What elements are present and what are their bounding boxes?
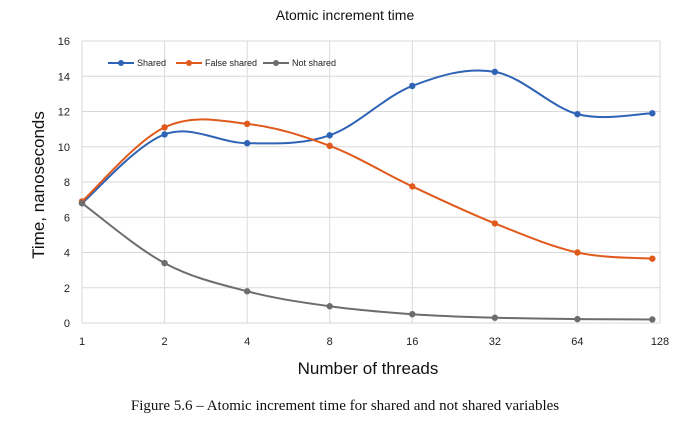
- data-point-false-shared: [161, 124, 168, 131]
- data-point-shared: [161, 131, 168, 138]
- x-tick-label: 8: [327, 336, 333, 348]
- data-point-shared: [326, 132, 333, 139]
- y-tick-label: 6: [64, 212, 70, 224]
- x-tick-labels: 1 2 4 8 16 32 64 128: [79, 336, 669, 348]
- data-point-not-shared: [161, 259, 168, 267]
- data-point-not-shared: [243, 288, 251, 295]
- data-point-shared: [243, 140, 251, 147]
- x-tick-label: 32: [489, 336, 501, 348]
- gridlines: [81, 40, 661, 324]
- x-tick-label: 16: [406, 336, 418, 348]
- data-point-shared: [491, 68, 499, 76]
- data-point-false-shared: [243, 120, 251, 128]
- legend-label-shared: Shared: [137, 58, 166, 68]
- x-tick-label: 4: [244, 336, 250, 348]
- y-tick-label: 8: [64, 177, 70, 189]
- data-point-not-shared: [326, 303, 333, 310]
- x-tick-label: 64: [571, 336, 583, 348]
- data-point-not-shared: [649, 316, 656, 323]
- legend: Shared False shared Not shared: [108, 58, 336, 68]
- x-tick-label: 1: [79, 336, 85, 348]
- y-tick-label: 16: [58, 36, 70, 48]
- data-point-not-shared: [574, 315, 581, 323]
- y-tick-label: 4: [64, 248, 70, 260]
- data-point-not-shared: [409, 310, 416, 318]
- legend-marker-not-shared: [273, 60, 279, 66]
- series-lines: [78, 68, 656, 323]
- y-tick-label: 0: [64, 318, 70, 330]
- figure-caption: Figure 5.6 – Atomic increment time for s…: [131, 398, 559, 414]
- legend-marker-false-shared: [186, 60, 192, 66]
- data-point-shared: [649, 110, 656, 117]
- data-point-not-shared: [78, 199, 86, 207]
- legend-label-false-shared: False shared: [205, 58, 257, 68]
- data-point-false-shared: [491, 220, 499, 227]
- x-tick-label: 2: [162, 336, 168, 348]
- data-point-false-shared: [649, 255, 656, 262]
- y-tick-label: 2: [64, 283, 70, 295]
- data-point-shared: [409, 82, 416, 90]
- data-point-not-shared: [491, 314, 499, 321]
- legend-marker-shared: [118, 60, 124, 66]
- data-point-false-shared: [326, 142, 333, 150]
- legend-label-not-shared: Not shared: [292, 58, 336, 68]
- x-axis-title: Number of threads: [298, 359, 439, 378]
- y-axis-title: Time, nanoseconds: [29, 111, 48, 259]
- y-tick-label: 10: [58, 142, 70, 154]
- y-tick-label: 14: [58, 71, 70, 83]
- data-point-false-shared: [409, 183, 416, 190]
- y-tick-labels: 0 2 4 6 8 10 12 14 16: [58, 36, 70, 330]
- data-point-false-shared: [574, 249, 581, 256]
- chart-title: Atomic increment time: [276, 7, 415, 23]
- y-tick-label: 12: [58, 107, 70, 119]
- x-tick-label: 128: [651, 336, 669, 348]
- data-point-shared: [574, 110, 581, 118]
